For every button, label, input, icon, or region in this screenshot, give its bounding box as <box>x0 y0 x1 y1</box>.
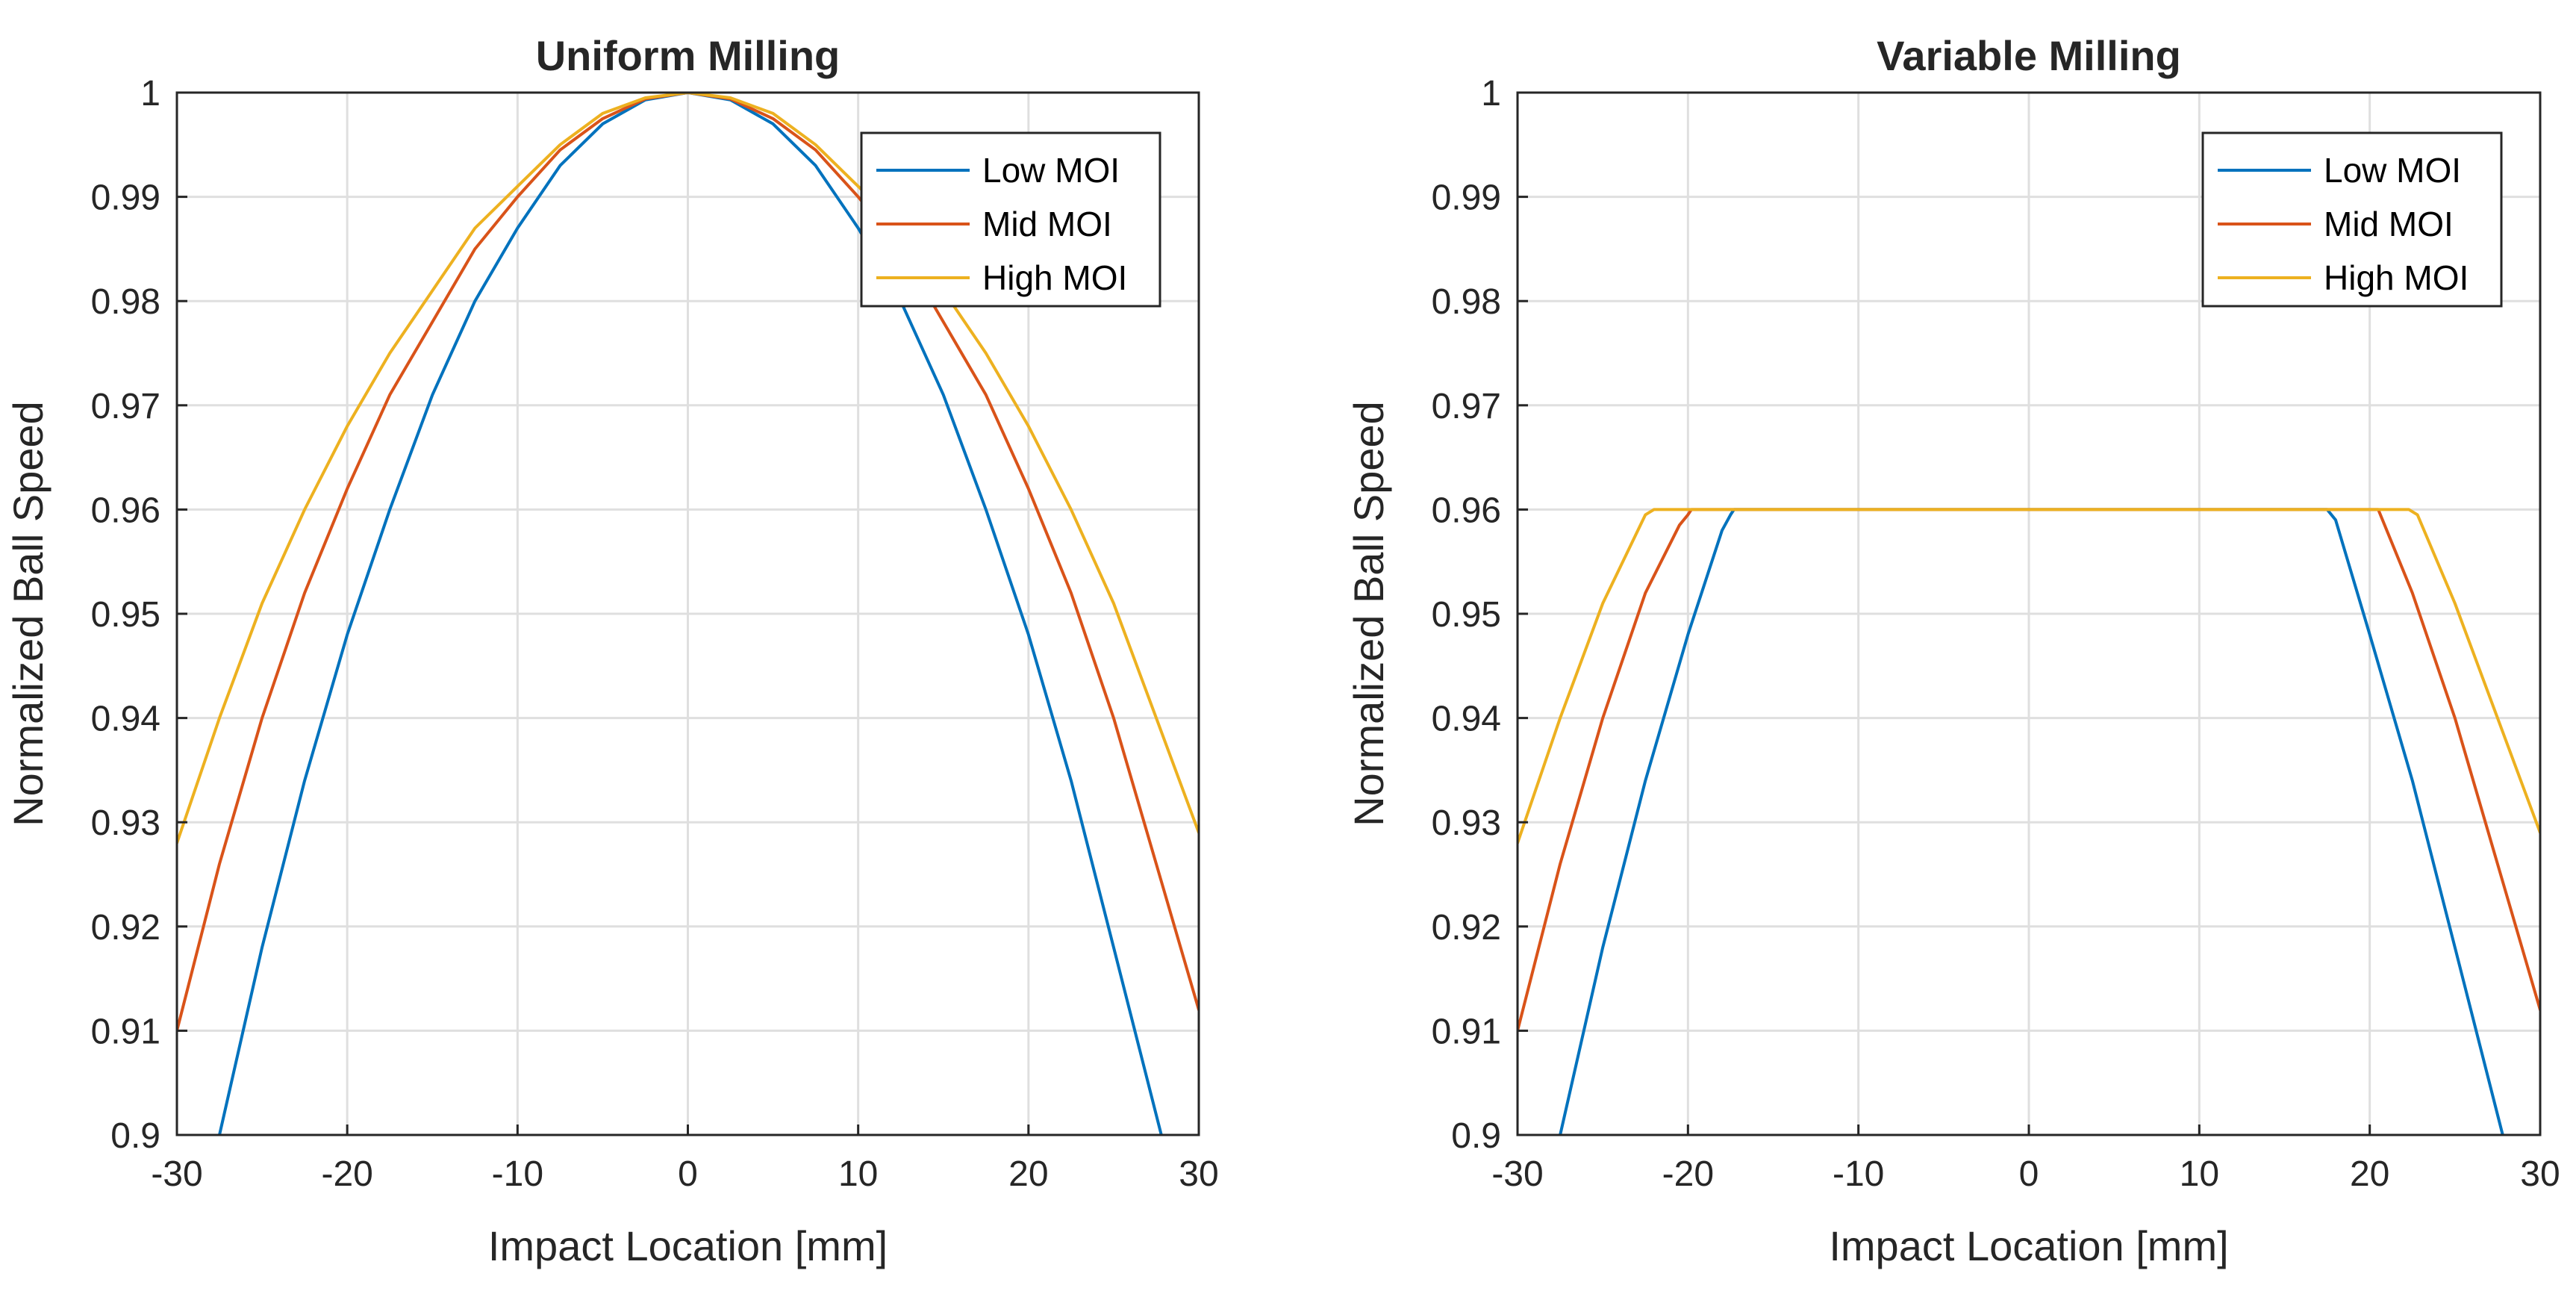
uniform-milling-title: Uniform Milling <box>536 32 841 79</box>
x-tick-label: 30 <box>2520 1154 2560 1194</box>
uniform-milling-x-axis-label: Impact Location [mm] <box>488 1222 888 1269</box>
x-tick-label: -20 <box>321 1154 372 1194</box>
variable-milling-series-group <box>1518 508 2540 1135</box>
legend-label: Mid MOI <box>2324 205 2454 243</box>
x-tick-label: 10 <box>838 1154 878 1194</box>
x-tick-label: 0 <box>2019 1154 2039 1194</box>
uniform-milling-series-group <box>177 93 1199 1135</box>
y-tick-label: 0.98 <box>1432 282 1501 322</box>
legend-label: Mid MOI <box>982 205 1112 243</box>
y-tick-label: 0.95 <box>91 595 160 635</box>
series-line-high-moi <box>177 93 1199 845</box>
variable-milling-legend: Low MOI Mid MOI High MOI <box>2201 131 2503 308</box>
x-tick-label: 20 <box>2350 1154 2389 1194</box>
x-tick-label: -30 <box>151 1154 202 1194</box>
x-tick-label: 20 <box>1008 1154 1048 1194</box>
y-tick-label: 0.92 <box>1432 908 1501 948</box>
legend-label: Low MOI <box>2324 151 2461 190</box>
y-tick-label: 0.99 <box>91 178 160 218</box>
y-tick-label: 0.99 <box>1432 178 1501 218</box>
series-line-low-moi <box>218 93 1163 1135</box>
variable-milling-title: Variable Milling <box>1877 32 2181 79</box>
y-tick-label: 0.94 <box>91 700 160 739</box>
y-tick-label: 1 <box>140 74 160 113</box>
y-tick-label: 1 <box>1481 74 1501 113</box>
y-tick-label: 0.93 <box>91 803 160 843</box>
y-tick-label: 0.97 <box>1432 387 1501 426</box>
y-tick-label: 0.91 <box>1432 1012 1501 1051</box>
y-tick-label: 0.94 <box>1432 700 1501 739</box>
x-tick-label: 10 <box>2180 1154 2219 1194</box>
series-line-mid-moi <box>177 93 1199 1033</box>
variable-milling-panel: -30 -20 -10 0 10 20 30 0.9 0.91 0.92 0.93 0.94 0.95 0… <box>1345 32 2560 1269</box>
x-tick-label: -30 <box>1491 1154 1543 1194</box>
x-tick-label: -10 <box>492 1154 543 1194</box>
uniform-milling-y-axis-label: Normalized Ball Speed <box>4 401 52 827</box>
series-line-high-moi <box>1518 508 2540 845</box>
variable-milling-y-axis-label: Normalized Ball Speed <box>1345 401 1392 827</box>
y-tick-label: 0.9 <box>1451 1116 1501 1156</box>
uniform-milling-legend: Low MOI Mid MOI High MOI <box>860 131 1161 308</box>
legend-label: High MOI <box>982 258 1127 297</box>
variable-milling-x-axis-label: Impact Location [mm] <box>1829 1222 2228 1269</box>
y-tick-label: 0.91 <box>91 1012 160 1051</box>
y-tick-label: 0.96 <box>1432 491 1501 530</box>
y-tick-label: 0.9 <box>110 1116 160 1156</box>
y-tick-label: 0.95 <box>1432 595 1501 635</box>
x-tick-label: 0 <box>678 1154 698 1194</box>
x-tick-label: 30 <box>1179 1154 1218 1194</box>
legend-label: Low MOI <box>982 151 1120 190</box>
x-tick-label: -10 <box>1833 1154 1884 1194</box>
y-tick-label: 0.96 <box>91 491 160 530</box>
y-tick-label: 0.98 <box>91 282 160 322</box>
x-tick-label: -20 <box>1662 1154 1714 1194</box>
legend-label: High MOI <box>2324 258 2469 297</box>
uniform-milling-panel: -30 -20 -10 0 10 20 30 0.9 0.91 0.92 0.93 0.94 0.95 0… <box>4 32 1219 1269</box>
y-tick-label: 0.92 <box>91 908 160 948</box>
series-line-mid-moi <box>1518 508 2540 1033</box>
y-tick-label: 0.97 <box>91 387 160 426</box>
y-tick-label: 0.93 <box>1432 803 1501 843</box>
